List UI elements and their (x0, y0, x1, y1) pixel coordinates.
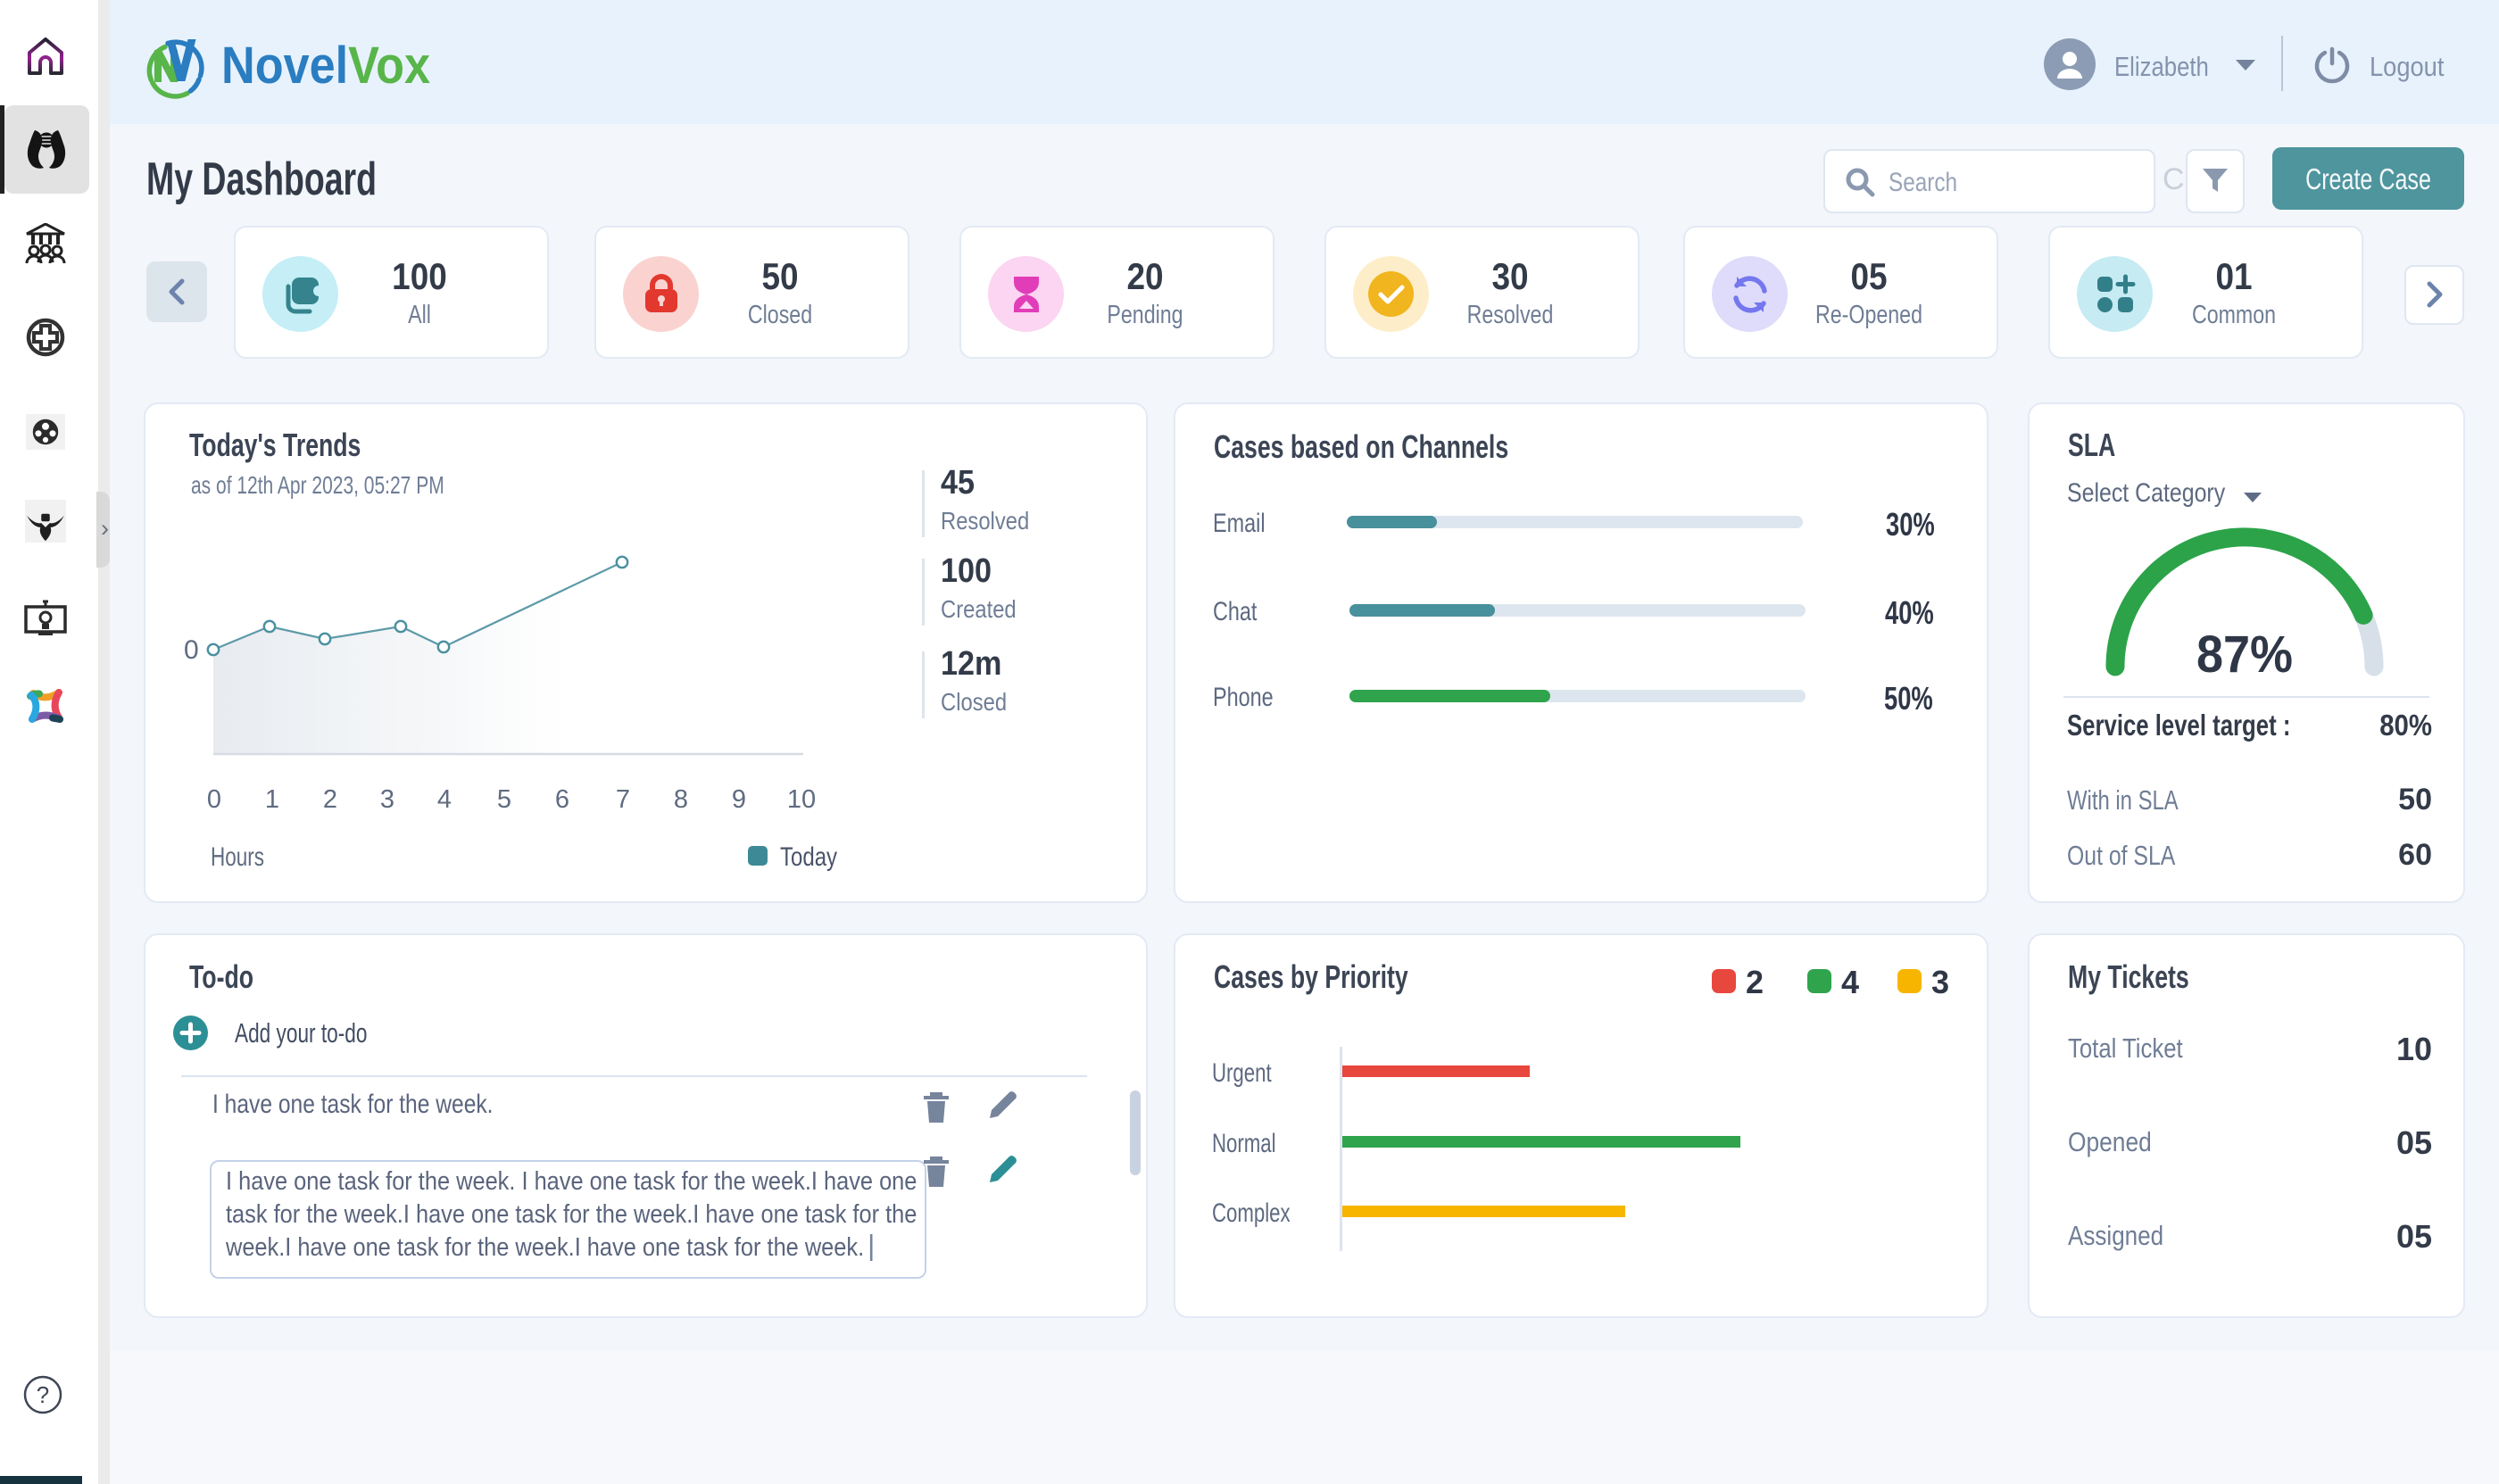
svg-text:?: ? (37, 1381, 49, 1408)
